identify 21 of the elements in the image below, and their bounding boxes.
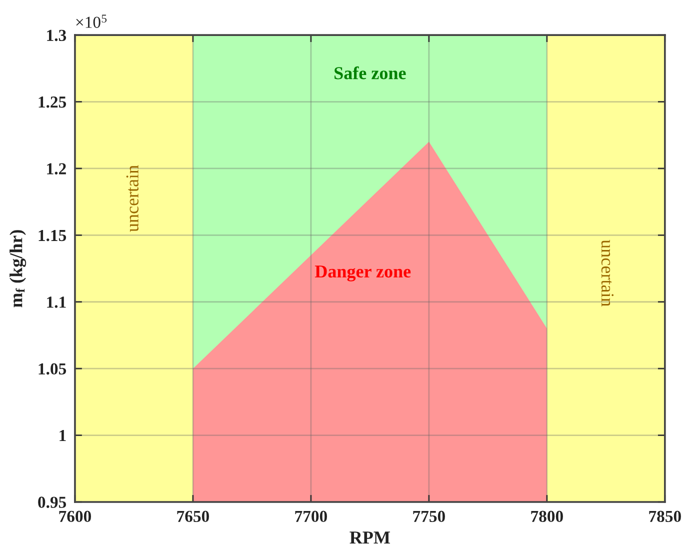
band-label: Safe zone bbox=[334, 66, 406, 80]
x-axis-title: RPM bbox=[350, 532, 390, 544]
y-tick-label: 1.25 bbox=[38, 96, 66, 108]
band-label: uncertain bbox=[126, 165, 138, 232]
y-tick-label: 1 bbox=[60, 430, 66, 442]
x-tick-label: 7750 bbox=[413, 510, 445, 522]
y-tick-label: 1.3 bbox=[47, 30, 66, 42]
text: ×10$^{5}$ bbox=[76, 14, 107, 28]
y-tick-label: 0.95 bbox=[38, 496, 66, 508]
x-tick-label: 7700 bbox=[295, 510, 327, 522]
x-tick-label: 7800 bbox=[531, 510, 563, 522]
y-tick-label: 1.15 bbox=[38, 230, 66, 242]
x-tick-label: 7850 bbox=[649, 510, 681, 522]
x-tick-label: 7600 bbox=[59, 510, 91, 522]
series-label: Danger zone bbox=[314, 266, 411, 282]
y-tick-label: 1.05 bbox=[38, 363, 66, 375]
y-tick-label: 1.1 bbox=[47, 296, 66, 308]
y-axis-title: m$_{f}$ (kg/hr) bbox=[10, 230, 26, 308]
band-label: uncertain bbox=[601, 240, 614, 306]
x-tick-label: 7650 bbox=[177, 510, 209, 522]
y-tick-label: 1.2 bbox=[47, 163, 66, 174]
